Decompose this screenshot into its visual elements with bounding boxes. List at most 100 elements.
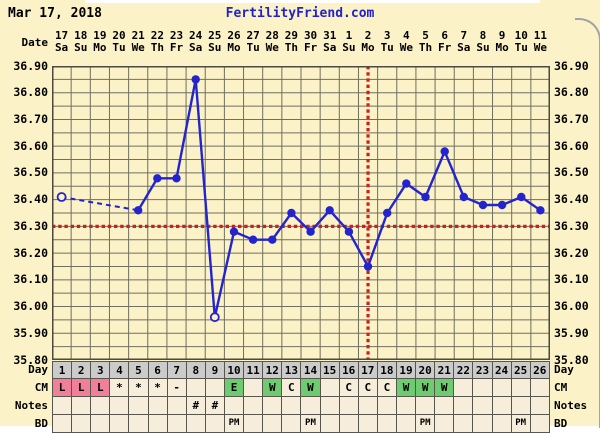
cm-cell: L <box>91 379 111 397</box>
date-label: 11 <box>533 29 548 42</box>
temp-tick-left: 36.40 <box>13 192 48 207</box>
weekday-label: Su <box>208 41 222 54</box>
cm-row: L L L * * * - E W C W C C C W W W <box>52 379 550 397</box>
weekday-label: Fr <box>438 41 452 54</box>
weekday-label: Mo <box>227 41 241 54</box>
temp-tick-right: 36.50 <box>554 165 589 180</box>
bd-cell <box>435 415 455 433</box>
notes-cell <box>377 397 397 415</box>
day-cell: 18 <box>377 362 397 379</box>
day-cell: 9 <box>205 362 225 379</box>
notes-cell <box>110 397 130 415</box>
notes-cell <box>511 397 531 415</box>
date-label: 19 <box>93 29 107 42</box>
day-cell: 15 <box>320 362 340 379</box>
cm-cell: * <box>148 379 168 397</box>
notes-cell <box>492 397 512 415</box>
cm-cell <box>511 379 531 397</box>
weekday-label: We <box>131 41 145 54</box>
day-cell: 13 <box>282 362 302 379</box>
notes-cell <box>435 397 455 415</box>
date-label: 6 <box>441 29 448 42</box>
temp-tick-right: 36.00 <box>554 299 589 314</box>
cm-cell: E <box>224 379 245 397</box>
day-cell: 8 <box>186 362 206 379</box>
date-label: 1 <box>345 29 353 42</box>
notes-cell <box>358 397 378 415</box>
corner-card-border <box>575 18 600 428</box>
bd-cell <box>396 415 417 433</box>
cm-cell: W <box>435 379 455 397</box>
bd-cell <box>473 415 493 433</box>
bd-cell <box>91 415 111 433</box>
weekday-label: Fr <box>169 41 184 54</box>
notes-cell <box>53 397 73 415</box>
date-label: 27 <box>246 29 260 42</box>
bd-cell <box>129 415 149 433</box>
bd-cell <box>492 415 512 433</box>
temp-tick-right: 36.10 <box>554 272 589 287</box>
day-cell: 26 <box>530 362 550 379</box>
date-label: 8 <box>479 29 487 42</box>
cm-cell: * <box>110 379 130 397</box>
notes-cell <box>263 397 283 415</box>
day-row-label-right: Day <box>554 363 574 376</box>
day-cell: 10 <box>224 362 245 379</box>
notes-cell <box>148 397 168 415</box>
notes-cell <box>224 397 245 415</box>
notes-cell <box>473 397 493 415</box>
bd-cell <box>186 415 206 433</box>
cm-cell <box>454 379 474 397</box>
weekday-label: Th <box>418 41 433 54</box>
bd-cell <box>72 415 92 433</box>
bd-cell <box>530 415 550 433</box>
temp-tick-right: 36.80 <box>554 85 589 100</box>
cm-cell: W <box>301 379 321 397</box>
bd-cell <box>148 415 168 433</box>
cm-cell: C <box>282 379 302 397</box>
date-label: 31 <box>323 29 337 42</box>
cm-cell: - <box>167 379 187 397</box>
date-label: 5 <box>422 29 429 42</box>
date-label: 26 <box>227 29 241 42</box>
temp-tick-right: 36.40 <box>554 192 589 207</box>
cm-cell <box>473 379 493 397</box>
day-cell: 22 <box>454 362 474 379</box>
day-cell: 3 <box>91 362 111 379</box>
cm-cell <box>205 379 225 397</box>
day-cell: 5 <box>129 362 149 379</box>
cm-cell <box>186 379 206 397</box>
day-cell: 6 <box>148 362 168 379</box>
fertilityfriend-link[interactable]: FertilityFriend.com <box>225 6 375 21</box>
weekday-label: Sa <box>457 41 471 54</box>
cm-cell: C <box>358 379 378 397</box>
bd-cell <box>339 415 359 433</box>
cm-cell: W <box>416 379 436 397</box>
day-cell: 2 <box>72 362 92 379</box>
temp-tick-left: 36.20 <box>13 245 48 260</box>
day-cell: 7 <box>167 362 187 379</box>
notes-cell <box>244 397 264 415</box>
weekday-label: Sa <box>54 41 69 54</box>
weekday-label: Su <box>74 41 88 54</box>
cm-cell: W <box>396 379 417 397</box>
bd-row-label-left: BD <box>34 417 48 430</box>
day-cell: 23 <box>473 362 493 379</box>
notes-row-label-left: Notes <box>14 399 48 412</box>
bd-row: PM PM PM PM <box>52 415 550 433</box>
weekday-label: Mo <box>361 41 375 54</box>
weekday-label: Sa <box>189 41 203 54</box>
bd-cell: PM <box>511 415 531 433</box>
temp-tick-left: 36.80 <box>13 85 48 100</box>
temp-tick-right: 35.80 <box>554 352 589 367</box>
bd-cell: PM <box>416 415 436 433</box>
date-label: 2 <box>364 29 372 42</box>
cm-cell: C <box>377 379 397 397</box>
cm-cell: C <box>339 379 359 397</box>
day-cell: 19 <box>396 362 417 379</box>
cm-cell <box>492 379 512 397</box>
cm-cell <box>320 379 340 397</box>
day-cell: 11 <box>244 362 264 379</box>
day-row: 1 2 3 4 5 6 7 8 9 10 11 12 13 14 15 16 17 18 19 20 21 22 23 24 2… <box>52 361 550 379</box>
